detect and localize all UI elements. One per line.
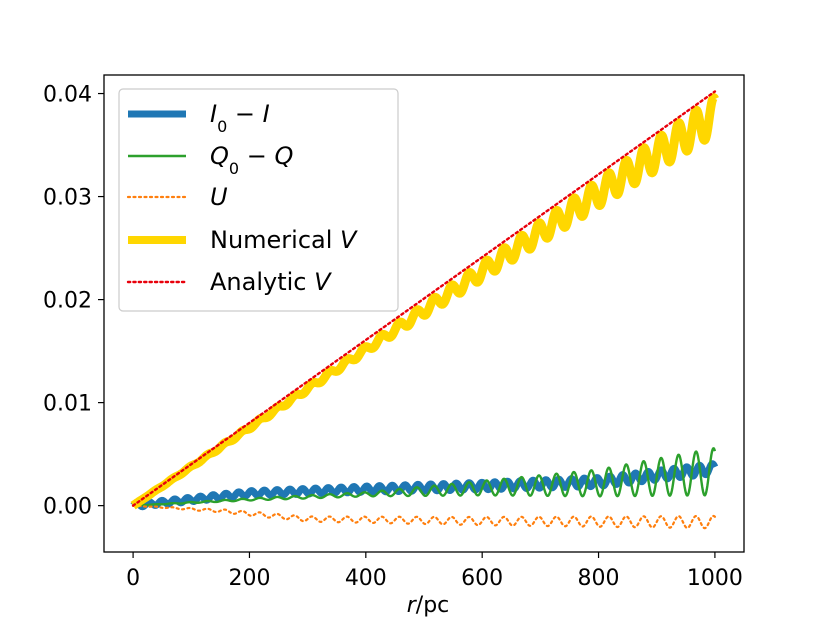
- x-axis-label-variable: r: [407, 593, 418, 618]
- legend-entry-i0-minus-i: I0 − I: [128, 100, 270, 136]
- series-layer: [129, 90, 719, 530]
- x-tick-label: 200: [228, 566, 270, 591]
- y-tick-label: 0.03: [43, 186, 92, 211]
- x-tick-label: 800: [578, 566, 620, 591]
- legend-box: [118, 88, 399, 312]
- y-tick-label: 0.02: [43, 289, 92, 314]
- series-line-q0-q: [132, 447, 717, 507]
- y-tick-label: 0.01: [43, 392, 92, 417]
- legend-label-analytic-v: Analytic V: [210, 268, 332, 296]
- y-tick-label: 0.00: [43, 495, 92, 520]
- legend-label-q0-minus-q: Q0 − Q: [210, 142, 293, 178]
- y-axis-ticks: 0.00 0.01 0.02 0.03 0.04: [43, 83, 104, 520]
- plot-area-frame: [103, 74, 745, 553]
- x-tick-label: 600: [461, 566, 503, 591]
- series-line-u: [131, 504, 717, 530]
- legend-label-numerical-v: Numerical V: [210, 226, 358, 254]
- x-tick-label: 400: [345, 566, 387, 591]
- series-line-i0-i: [130, 460, 719, 511]
- x-axis-ticks: 0 200 400 600 800 1000: [126, 552, 743, 591]
- legend-label-i0-minus-i: I0 − I: [210, 100, 270, 136]
- series-line-numerical-v: [129, 93, 719, 510]
- legend-entry-u: U: [126, 183, 228, 211]
- legend-label-u: U: [210, 183, 228, 211]
- legend-entry-q0-minus-q: Q0 − Q: [128, 142, 293, 178]
- y-tick-label: 0.04: [43, 83, 92, 108]
- x-axis-label-unit: /pc: [416, 593, 449, 618]
- series-line-analytic-v: [131, 90, 717, 507]
- x-tick-label: 1000: [687, 566, 743, 591]
- x-tick-label: 0: [126, 566, 140, 591]
- x-axis-label: r/pc: [407, 593, 450, 618]
- legend-entry-analytic-v: Analytic V: [126, 268, 332, 296]
- legend-entry-numerical-v: Numerical V: [128, 226, 358, 254]
- legend: I0 − I Q0 − Q U Numerical V Analytic V: [118, 88, 399, 312]
